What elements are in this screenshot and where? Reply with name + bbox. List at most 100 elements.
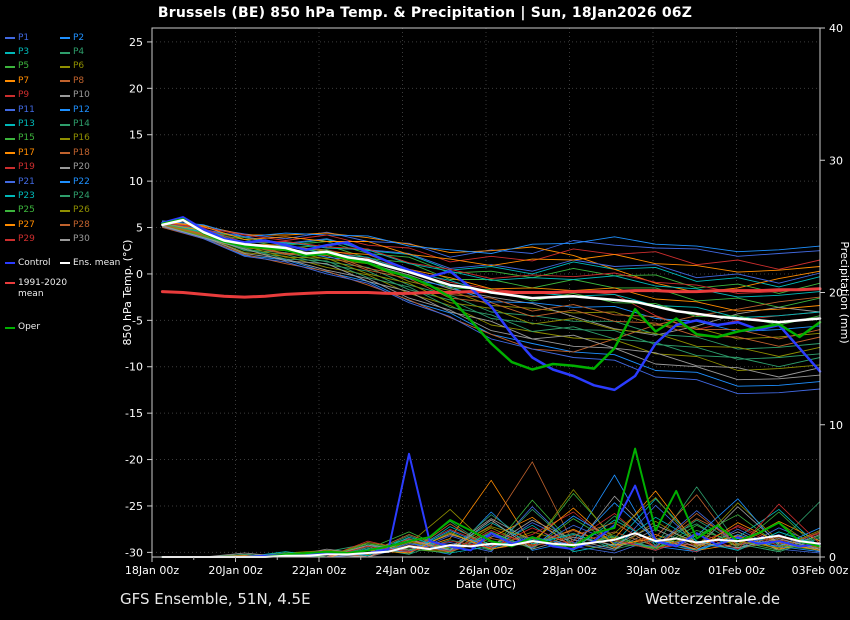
legend-label: P10 xyxy=(73,90,90,101)
line-swatch-icon xyxy=(5,37,15,40)
legend-item-p12: P12 xyxy=(60,103,115,117)
svg-text:-30: -30 xyxy=(125,546,143,559)
legend-row: P29 P30 xyxy=(5,232,123,246)
legend-label: P1 xyxy=(18,32,30,43)
legend-label: P21 xyxy=(18,176,35,187)
legend-label: P20 xyxy=(73,162,90,173)
line-swatch-icon xyxy=(5,80,15,83)
line-swatch-icon xyxy=(60,137,70,140)
svg-text:10: 10 xyxy=(129,175,143,188)
legend-label: P14 xyxy=(73,119,90,130)
line-swatch-icon xyxy=(60,262,70,265)
line-swatch-icon xyxy=(5,238,15,241)
legend-row: P27 P28 xyxy=(5,218,123,232)
legend-item-control: Control xyxy=(5,256,60,270)
line-swatch-icon xyxy=(60,195,70,198)
svg-text:40: 40 xyxy=(829,22,843,35)
svg-text:20: 20 xyxy=(129,82,143,95)
line-swatch-icon xyxy=(5,109,15,112)
line-swatch-icon xyxy=(5,326,15,329)
legend-item-p19: P19 xyxy=(5,161,60,175)
legend-row: P21 P22 xyxy=(5,175,123,189)
legend-item-p7: P7 xyxy=(5,74,60,88)
legend-row: P9 P10 xyxy=(5,89,123,103)
legend-item-p17: P17 xyxy=(5,146,60,160)
svg-text:5: 5 xyxy=(136,222,143,235)
legend-row: Control Ens. mean xyxy=(5,256,123,270)
line-swatch-icon xyxy=(5,65,15,68)
legend-label: P7 xyxy=(18,75,30,86)
legend-item-p8: P8 xyxy=(60,74,115,88)
svg-text:25: 25 xyxy=(129,36,143,49)
legend-item-p30: P30 xyxy=(60,232,115,246)
legend-label: P4 xyxy=(73,47,85,58)
legend-label: P12 xyxy=(73,104,90,115)
legend-item-p24: P24 xyxy=(60,189,115,203)
svg-text:20: 20 xyxy=(829,287,843,300)
legend-row: P19 P20 xyxy=(5,161,123,175)
line-swatch-icon xyxy=(5,152,15,155)
legend-label: P24 xyxy=(73,190,90,201)
legend-label: P23 xyxy=(18,190,35,201)
line-swatch-icon xyxy=(5,195,15,198)
axes xyxy=(147,27,825,562)
line-swatch-icon xyxy=(5,51,15,54)
legend-label: P30 xyxy=(73,234,90,245)
legend-item-p3: P3 xyxy=(5,45,60,59)
main-lines xyxy=(160,216,822,558)
svg-text:850 hPa Temp. (°C): 850 hPa Temp. (°C) xyxy=(121,240,134,346)
svg-text:28Jan 00z: 28Jan 00z xyxy=(542,564,596,577)
legend-item-p16: P16 xyxy=(60,132,115,146)
legend-item-p22: P22 xyxy=(60,175,115,189)
legend-label: Control xyxy=(18,257,51,268)
model-caption: GFS Ensemble, 51N, 4.5E xyxy=(120,590,311,608)
svg-text:10: 10 xyxy=(829,419,843,432)
line-swatch-icon xyxy=(60,123,70,126)
legend-row: P13 P14 xyxy=(5,117,123,131)
line-swatch-icon xyxy=(60,224,70,227)
legend-label: P28 xyxy=(73,219,90,230)
svg-text:0: 0 xyxy=(136,268,143,281)
svg-text:20Jan 00z: 20Jan 00z xyxy=(208,564,262,577)
site-caption: Wetterzentrale.de xyxy=(645,590,781,608)
legend-label: P3 xyxy=(18,47,30,58)
line-swatch-icon xyxy=(5,262,15,265)
line-swatch-icon xyxy=(5,209,15,212)
legend-item-p29: P29 xyxy=(5,232,60,246)
legend-label: P15 xyxy=(18,133,35,144)
legend-item-p11: P11 xyxy=(5,103,60,117)
legend-label: Oper xyxy=(18,322,41,333)
line-swatch-icon xyxy=(5,123,15,126)
legend-label: 1991-2020 mean xyxy=(18,278,68,299)
line-swatch-icon xyxy=(60,109,70,112)
legend-item-p20: P20 xyxy=(60,161,115,175)
svg-text:22Jan 00z: 22Jan 00z xyxy=(292,564,346,577)
line-swatch-icon xyxy=(5,166,15,169)
line-swatch-icon xyxy=(5,137,15,140)
legend-item-p2: P2 xyxy=(60,31,115,45)
legend-item-p27: P27 xyxy=(5,218,60,232)
line-swatch-icon xyxy=(60,238,70,241)
line-swatch-icon xyxy=(60,181,70,184)
legend-row: P23 P24 xyxy=(5,189,123,203)
legend-label: P25 xyxy=(18,205,35,216)
ensemble-member-lines xyxy=(161,220,821,558)
svg-text:18Jan 00z: 18Jan 00z xyxy=(125,564,179,577)
legend-label: P26 xyxy=(73,205,90,216)
svg-text:Precipitation (mm): Precipitation (mm) xyxy=(838,241,850,343)
svg-text:-25: -25 xyxy=(125,500,143,513)
legend-item-p10: P10 xyxy=(60,89,115,103)
line-swatch-icon xyxy=(5,282,15,285)
legend-label: P9 xyxy=(18,90,30,101)
legend-item-p21: P21 xyxy=(5,175,60,189)
line-swatch-icon xyxy=(60,166,70,169)
legend-item-p18: P18 xyxy=(60,146,115,160)
svg-text:-5: -5 xyxy=(132,314,143,327)
legend-label: P29 xyxy=(18,234,35,245)
legend-row: P7 P8 xyxy=(5,74,123,88)
legend-label: P6 xyxy=(73,61,85,72)
line-swatch-icon xyxy=(5,181,15,184)
legend-item-p5: P5 xyxy=(5,60,60,74)
legend-row: P5 P6 xyxy=(5,60,123,74)
